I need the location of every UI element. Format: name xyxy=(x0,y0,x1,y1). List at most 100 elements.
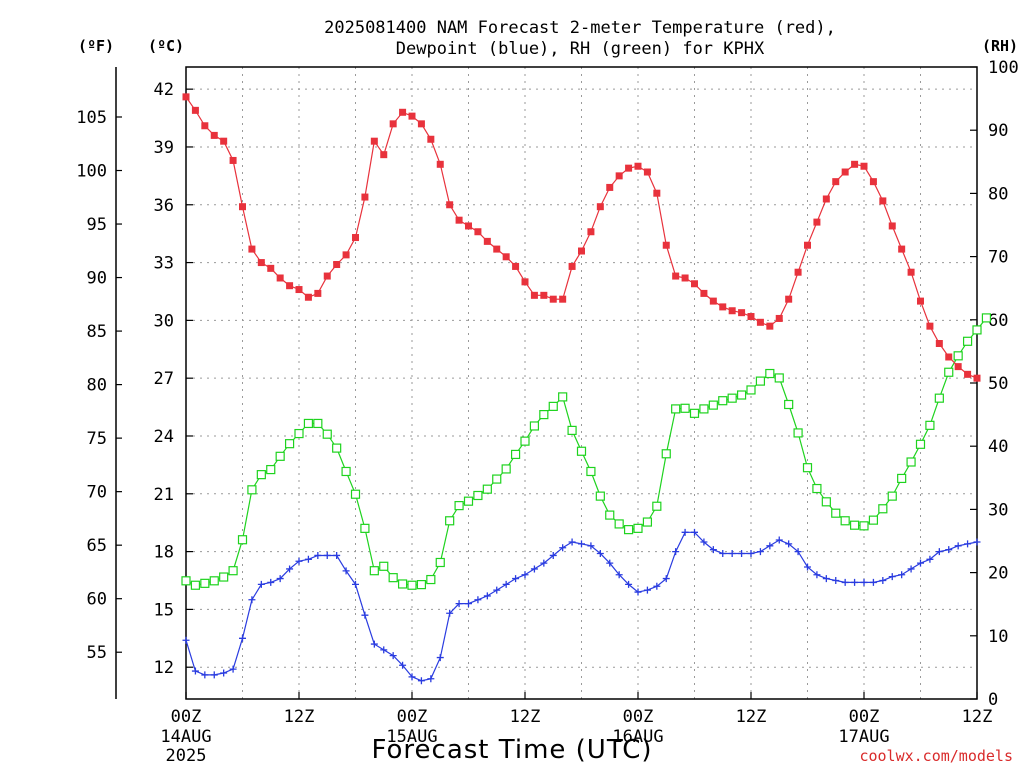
rh-point xyxy=(906,457,916,467)
series-dewpoint xyxy=(182,528,981,685)
rh-point xyxy=(765,368,775,379)
dewpoint-point xyxy=(446,609,454,617)
c-tick-label: 33 xyxy=(154,254,174,274)
c-tick-label: 30 xyxy=(154,311,174,331)
rh-point xyxy=(303,418,314,429)
temperature-point xyxy=(304,293,312,301)
rh-tick-label: 100 xyxy=(988,58,1019,78)
rh-point xyxy=(944,367,954,377)
chart-title-line1: 2025081400 NAM Forecast 2-meter Temperat… xyxy=(324,18,836,38)
x-tick-label: 12Z xyxy=(736,707,767,727)
rh-tick-label: 60 xyxy=(988,311,1008,331)
dewpoint-point xyxy=(945,546,953,554)
temperature-point xyxy=(549,295,557,303)
dewpoint-point xyxy=(888,573,896,581)
temperature-point xyxy=(738,309,746,317)
c-tick-label: 36 xyxy=(154,196,174,216)
rh-tick-label: 40 xyxy=(988,437,1008,457)
rh-point xyxy=(548,401,558,411)
dewpoint-point xyxy=(869,578,877,586)
dewpoint-point xyxy=(540,559,548,567)
dewpoint-point xyxy=(851,578,859,586)
temperature-point xyxy=(728,307,736,315)
rh-point xyxy=(727,393,737,403)
dewpoint-point xyxy=(304,555,312,563)
rh-point xyxy=(379,561,389,571)
dewpoint-point xyxy=(380,646,388,654)
rh-axis: 0 10 20 30 40 50 60 70 80 90 100 xyxy=(970,58,1019,710)
f-tick-label: 55 xyxy=(87,643,107,663)
c-tick-label: 15 xyxy=(154,600,174,620)
dewpoint-point xyxy=(549,551,557,559)
celsius-unit-label: (ºC) xyxy=(148,37,184,55)
temperature-point xyxy=(625,164,633,172)
rh-point xyxy=(322,429,332,439)
temperature-point xyxy=(465,222,472,230)
temperature-point xyxy=(935,340,943,347)
dewpoint-point xyxy=(502,580,510,588)
temperature-point xyxy=(521,278,529,286)
x-tick-label: 00Z xyxy=(397,707,428,727)
c-tick-label: 12 xyxy=(154,658,174,678)
dewpoint-point xyxy=(191,667,199,675)
temperature-point xyxy=(342,251,350,259)
f-tick-label: 80 xyxy=(87,376,107,396)
dewpoint-point xyxy=(483,592,491,600)
x-tick-label: 12Z xyxy=(962,707,993,727)
f-tick-label: 100 xyxy=(76,162,107,182)
temperature-point xyxy=(417,120,425,128)
rh-point xyxy=(539,410,549,420)
rh-point xyxy=(981,313,992,323)
dewpoint-point xyxy=(474,596,482,604)
dewpoint-point xyxy=(860,578,868,586)
dewpoint-point xyxy=(973,538,981,546)
f-tick-label: 75 xyxy=(87,429,107,449)
temperature-point xyxy=(851,160,859,168)
temperature-point xyxy=(917,297,924,305)
dewpoint-point xyxy=(248,596,256,604)
temperature-point xyxy=(578,247,585,255)
dewpoint-point xyxy=(841,578,849,586)
dewpoint-point xyxy=(719,550,727,558)
temperature-point xyxy=(719,303,727,311)
rh-point xyxy=(623,525,634,535)
temperature-point xyxy=(455,216,463,224)
temperature-point xyxy=(361,193,369,201)
rh-point xyxy=(586,466,596,477)
rh-point xyxy=(341,466,351,477)
rh-point xyxy=(416,580,427,590)
rh-point xyxy=(859,521,869,531)
temperature-point xyxy=(643,168,651,176)
temperature-point xyxy=(756,318,764,326)
c-tick-label: 18 xyxy=(154,543,174,563)
rh-point xyxy=(247,485,257,495)
dewpoint-point xyxy=(606,559,614,567)
rh-point xyxy=(529,421,540,431)
dewpoint-point xyxy=(596,550,604,558)
dewpoint-point xyxy=(521,571,529,579)
temperature-point xyxy=(813,218,821,226)
dewpoint-point xyxy=(672,548,680,556)
rh-point xyxy=(652,501,662,511)
temperature-point xyxy=(794,268,802,276)
rh-tick-label: 10 xyxy=(988,627,1008,647)
c-tick-label: 24 xyxy=(154,427,174,447)
rh-point xyxy=(774,373,784,383)
dewpoint-point xyxy=(907,565,915,573)
temperature-point xyxy=(964,370,972,378)
rh-point xyxy=(181,576,191,586)
rh-point xyxy=(680,403,690,413)
dewpoint-point xyxy=(220,669,228,677)
dewpoint-point xyxy=(917,559,924,567)
dewpoint-point xyxy=(229,665,237,673)
temperature-point xyxy=(427,135,435,143)
dewpoint-point xyxy=(465,600,472,608)
temperature-point xyxy=(389,120,397,128)
dewpoint-point xyxy=(898,571,906,579)
rh-point xyxy=(972,325,982,335)
rh-point xyxy=(793,428,803,438)
dewpoint-point xyxy=(427,675,435,683)
dewpoint-point xyxy=(756,548,764,556)
rh-point xyxy=(294,428,304,439)
rh-point xyxy=(567,425,577,435)
